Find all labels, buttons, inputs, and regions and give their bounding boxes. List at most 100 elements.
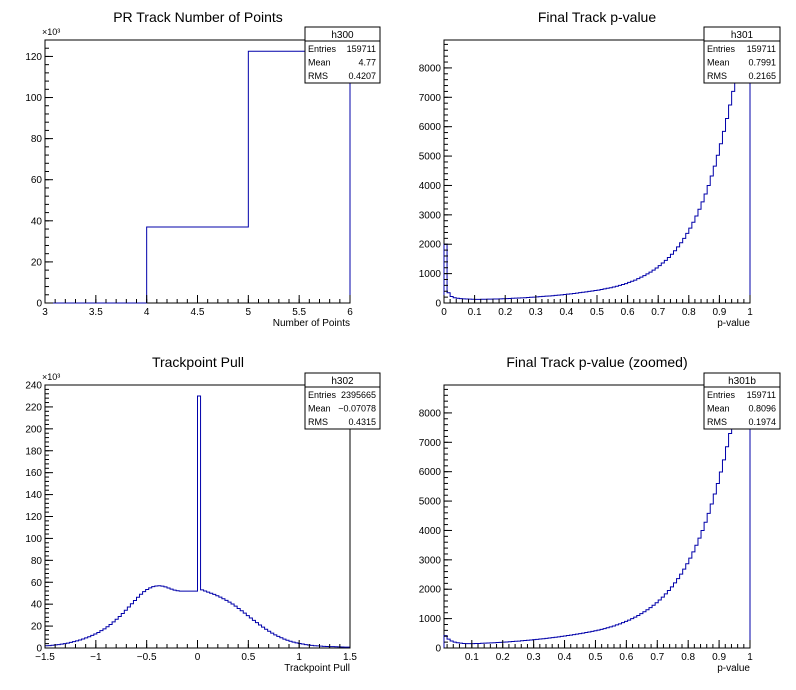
y-tick-label: 120 [25,512,42,523]
y-tick-label: 2000 [419,585,442,596]
chart-title: Final Track p-value (zoomed) [506,354,687,370]
stats-value: 0.1974 [748,417,776,427]
stats-value: 159711 [347,44,376,54]
x-tick-label: 0.1 [468,307,482,318]
x-axis-label: p-value [717,318,750,329]
y-tick-label: 4000 [419,181,442,192]
x-tick-label: 0.2 [496,652,510,663]
x-tick-label: 1 [296,652,302,663]
y-tick-label: 120 [25,52,42,63]
stats-box [304,372,381,430]
y-tick-label: 20 [31,622,43,633]
x-tick-label: 0.4 [559,307,573,318]
stats-value: 0.7991 [748,58,776,68]
y-tick-label: 6000 [419,467,442,478]
x-tick-label: 0.9 [712,307,726,318]
x-tick-label: 0.2 [498,307,512,318]
y-tick-label: 8000 [419,63,442,74]
y-tick-label: 3000 [419,555,442,566]
stats-value: 0.8096 [748,404,776,414]
y-tick-label: 0 [435,644,441,655]
x-tick-label: 3 [42,307,48,318]
histogram-series [443,40,751,303]
x-tick-label: 4.5 [191,307,205,318]
x-axis-label: p-value [717,663,750,674]
y-tick-label: 140 [25,490,42,501]
x-tick-label: 0.3 [529,307,543,318]
stats-value: 159711 [747,44,776,54]
y-multiplier-label: ×10³ [42,27,60,37]
x-tick-label: 0.7 [651,307,665,318]
x-tick-label: −0.5 [137,652,157,663]
y-tick-label: 240 [25,381,42,392]
histogram-series [44,395,351,648]
chart-title: PR Track Number of Points [113,9,283,25]
y-tick-label: 60 [31,175,43,186]
stats-value: 0.4207 [348,71,376,81]
y-tick-label: 40 [31,600,43,611]
y-tick-label: 2000 [419,240,442,251]
stats-key: RMS [707,71,727,81]
x-tick-label: 6 [347,307,353,318]
x-tick-label: 0.4 [558,652,572,663]
y-tick-label: 160 [25,468,42,479]
x-tick-label: 0.7 [650,652,664,663]
x-tick-label: 0.5 [589,652,603,663]
stats-key: RMS [308,417,328,427]
stats-key: Entries [707,44,736,54]
x-tick-label: 0.5 [590,307,604,318]
x-tick-label: 0.6 [621,307,635,318]
y-tick-label: 1000 [419,269,442,280]
x-tick-label: 0.1 [465,652,479,663]
y-tick-label: 0 [36,644,42,655]
stats-key: Entries [308,44,337,54]
stats-name: h302 [331,376,354,387]
stats-value: 2395665 [341,390,376,400]
y-tick-label: 180 [25,446,42,457]
x-tick-label: −1 [90,652,102,663]
stats-box [703,26,781,84]
stats-key: Entries [707,390,736,400]
y-tick-label: 7000 [419,438,442,449]
y-tick-label: 20 [31,257,43,268]
y-multiplier-label: ×10³ [42,372,60,382]
stats-key: Mean [707,404,730,414]
x-tick-label: −1.5 [35,652,55,663]
stats-name: h300 [331,30,354,41]
stats-key: RMS [707,417,727,427]
x-tick-label: 1 [747,307,753,318]
y-tick-label: 3000 [419,210,442,221]
x-axis-label: Trackpoint Pull [284,663,350,674]
y-tick-label: 220 [25,402,42,413]
y-tick-label: 6000 [419,122,442,133]
histogram-series [45,50,351,304]
y-tick-label: 60 [31,578,43,589]
x-tick-label: 0.3 [527,652,541,663]
x-tick-label: 0.8 [682,307,696,318]
y-tick-label: 80 [31,134,43,145]
y-tick-label: 100 [25,534,42,545]
y-tick-label: 8000 [419,408,442,419]
y-tick-label: 80 [31,556,43,567]
y-tick-label: 5000 [419,497,442,508]
x-tick-label: 1.5 [343,652,357,663]
y-tick-label: 40 [31,216,43,227]
stats-name: h301 [731,30,754,41]
stats-key: Mean [308,58,331,68]
stats-value: 4.77 [358,58,376,68]
chart-title: Trackpoint Pull [152,354,244,370]
y-tick-label: 4000 [419,526,442,537]
stats-value: 159711 [747,390,776,400]
y-tick-label: 100 [25,93,42,104]
histogram-series [443,384,751,648]
stats-key: Mean [308,404,331,414]
y-tick-label: 0 [435,299,441,310]
plot-frame [44,39,351,304]
chart-title: Final Track p-value [538,9,656,25]
stats-value: 0.2165 [748,71,776,81]
x-tick-label: 3.5 [89,307,103,318]
stats-box [304,26,381,84]
stats-key: RMS [308,71,328,81]
x-tick-label: 5 [246,307,252,318]
